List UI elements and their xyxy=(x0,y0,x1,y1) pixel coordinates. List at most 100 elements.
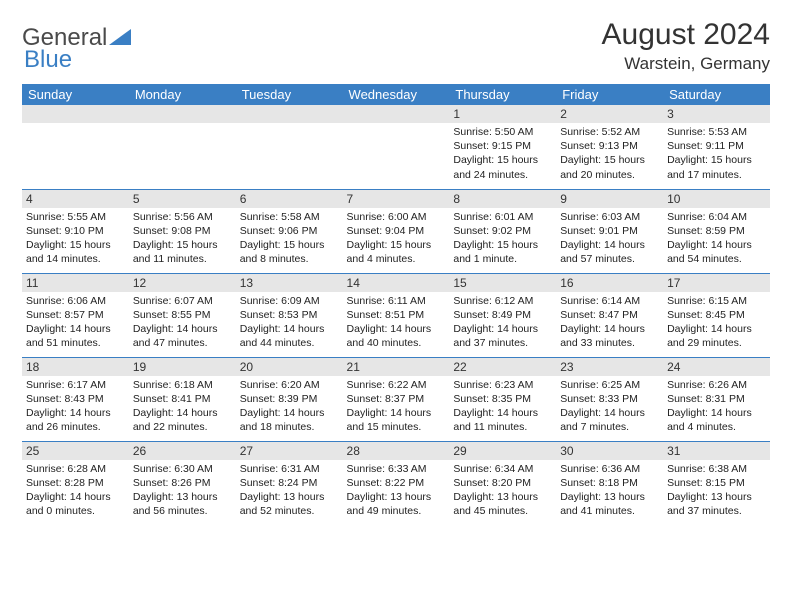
day-number: 8 xyxy=(449,190,556,208)
week-row: 18Sunrise: 6:17 AMSunset: 8:43 PMDayligh… xyxy=(22,357,770,441)
day-number xyxy=(129,105,236,123)
location-label: Warstein, Germany xyxy=(602,54,770,74)
day-cell: 12Sunrise: 6:07 AMSunset: 8:55 PMDayligh… xyxy=(129,273,236,357)
day-details: Sunrise: 6:14 AMSunset: 8:47 PMDaylight:… xyxy=(556,292,663,355)
day-number: 24 xyxy=(663,358,770,376)
day-details: Sunrise: 5:56 AMSunset: 9:08 PMDaylight:… xyxy=(129,208,236,271)
day-details xyxy=(236,123,343,129)
day-header: Sunday xyxy=(22,84,129,105)
day-details: Sunrise: 6:03 AMSunset: 9:01 PMDaylight:… xyxy=(556,208,663,271)
day-details xyxy=(22,123,129,129)
day-number: 5 xyxy=(129,190,236,208)
day-details: Sunrise: 5:55 AMSunset: 9:10 PMDaylight:… xyxy=(22,208,129,271)
day-cell: 27Sunrise: 6:31 AMSunset: 8:24 PMDayligh… xyxy=(236,441,343,525)
day-number: 22 xyxy=(449,358,556,376)
day-number: 3 xyxy=(663,105,770,123)
day-number: 30 xyxy=(556,442,663,460)
day-cell: 19Sunrise: 6:18 AMSunset: 8:41 PMDayligh… xyxy=(129,357,236,441)
day-details: Sunrise: 6:20 AMSunset: 8:39 PMDaylight:… xyxy=(236,376,343,439)
day-details: Sunrise: 6:01 AMSunset: 9:02 PMDaylight:… xyxy=(449,208,556,271)
day-number: 14 xyxy=(343,274,450,292)
day-details: Sunrise: 6:22 AMSunset: 8:37 PMDaylight:… xyxy=(343,376,450,439)
day-cell: 13Sunrise: 6:09 AMSunset: 8:53 PMDayligh… xyxy=(236,273,343,357)
day-cell: 9Sunrise: 6:03 AMSunset: 9:01 PMDaylight… xyxy=(556,189,663,273)
day-details: Sunrise: 5:58 AMSunset: 9:06 PMDaylight:… xyxy=(236,208,343,271)
day-number: 15 xyxy=(449,274,556,292)
day-number: 13 xyxy=(236,274,343,292)
day-header: Monday xyxy=(129,84,236,105)
day-number xyxy=(236,105,343,123)
day-details: Sunrise: 6:38 AMSunset: 8:15 PMDaylight:… xyxy=(663,460,770,523)
week-row: 11Sunrise: 6:06 AMSunset: 8:57 PMDayligh… xyxy=(22,273,770,357)
day-details: Sunrise: 6:18 AMSunset: 8:41 PMDaylight:… xyxy=(129,376,236,439)
day-details: Sunrise: 5:53 AMSunset: 9:11 PMDaylight:… xyxy=(663,123,770,186)
day-cell: 3Sunrise: 5:53 AMSunset: 9:11 PMDaylight… xyxy=(663,105,770,189)
day-cell: 17Sunrise: 6:15 AMSunset: 8:45 PMDayligh… xyxy=(663,273,770,357)
day-number: 26 xyxy=(129,442,236,460)
day-number: 18 xyxy=(22,358,129,376)
day-cell: 22Sunrise: 6:23 AMSunset: 8:35 PMDayligh… xyxy=(449,357,556,441)
day-cell: 7Sunrise: 6:00 AMSunset: 9:04 PMDaylight… xyxy=(343,189,450,273)
day-cell: 5Sunrise: 5:56 AMSunset: 9:08 PMDaylight… xyxy=(129,189,236,273)
week-row: 25Sunrise: 6:28 AMSunset: 8:28 PMDayligh… xyxy=(22,441,770,525)
day-details: Sunrise: 6:09 AMSunset: 8:53 PMDaylight:… xyxy=(236,292,343,355)
day-number: 1 xyxy=(449,105,556,123)
day-number: 29 xyxy=(449,442,556,460)
day-details: Sunrise: 6:23 AMSunset: 8:35 PMDaylight:… xyxy=(449,376,556,439)
day-details: Sunrise: 6:28 AMSunset: 8:28 PMDaylight:… xyxy=(22,460,129,523)
day-number xyxy=(343,105,450,123)
day-cell xyxy=(129,105,236,189)
day-cell: 29Sunrise: 6:34 AMSunset: 8:20 PMDayligh… xyxy=(449,441,556,525)
month-title: August 2024 xyxy=(602,18,770,52)
day-cell: 14Sunrise: 6:11 AMSunset: 8:51 PMDayligh… xyxy=(343,273,450,357)
day-number: 20 xyxy=(236,358,343,376)
day-details: Sunrise: 6:34 AMSunset: 8:20 PMDaylight:… xyxy=(449,460,556,523)
day-header: Tuesday xyxy=(236,84,343,105)
day-details: Sunrise: 6:30 AMSunset: 8:26 PMDaylight:… xyxy=(129,460,236,523)
day-cell: 6Sunrise: 5:58 AMSunset: 9:06 PMDaylight… xyxy=(236,189,343,273)
day-cell: 31Sunrise: 6:38 AMSunset: 8:15 PMDayligh… xyxy=(663,441,770,525)
day-number: 23 xyxy=(556,358,663,376)
day-number: 9 xyxy=(556,190,663,208)
day-number: 2 xyxy=(556,105,663,123)
day-cell: 24Sunrise: 6:26 AMSunset: 8:31 PMDayligh… xyxy=(663,357,770,441)
day-header-row: Sunday Monday Tuesday Wednesday Thursday… xyxy=(22,84,770,105)
logo-text-blue: Blue xyxy=(24,46,72,73)
day-details: Sunrise: 6:15 AMSunset: 8:45 PMDaylight:… xyxy=(663,292,770,355)
day-details: Sunrise: 6:33 AMSunset: 8:22 PMDaylight:… xyxy=(343,460,450,523)
day-header: Saturday xyxy=(663,84,770,105)
day-details: Sunrise: 6:11 AMSunset: 8:51 PMDaylight:… xyxy=(343,292,450,355)
day-number: 17 xyxy=(663,274,770,292)
day-details: Sunrise: 6:06 AMSunset: 8:57 PMDaylight:… xyxy=(22,292,129,355)
day-cell: 20Sunrise: 6:20 AMSunset: 8:39 PMDayligh… xyxy=(236,357,343,441)
day-cell xyxy=(236,105,343,189)
day-number: 27 xyxy=(236,442,343,460)
week-row: 4Sunrise: 5:55 AMSunset: 9:10 PMDaylight… xyxy=(22,189,770,273)
day-details: Sunrise: 6:00 AMSunset: 9:04 PMDaylight:… xyxy=(343,208,450,271)
day-cell: 26Sunrise: 6:30 AMSunset: 8:26 PMDayligh… xyxy=(129,441,236,525)
day-details: Sunrise: 6:17 AMSunset: 8:43 PMDaylight:… xyxy=(22,376,129,439)
day-number: 10 xyxy=(663,190,770,208)
day-details: Sunrise: 6:07 AMSunset: 8:55 PMDaylight:… xyxy=(129,292,236,355)
day-cell: 2Sunrise: 5:52 AMSunset: 9:13 PMDaylight… xyxy=(556,105,663,189)
day-cell: 8Sunrise: 6:01 AMSunset: 9:02 PMDaylight… xyxy=(449,189,556,273)
day-number: 7 xyxy=(343,190,450,208)
day-details: Sunrise: 5:50 AMSunset: 9:15 PMDaylight:… xyxy=(449,123,556,186)
day-cell: 28Sunrise: 6:33 AMSunset: 8:22 PMDayligh… xyxy=(343,441,450,525)
day-cell: 11Sunrise: 6:06 AMSunset: 8:57 PMDayligh… xyxy=(22,273,129,357)
day-number: 21 xyxy=(343,358,450,376)
day-cell xyxy=(343,105,450,189)
day-cell: 4Sunrise: 5:55 AMSunset: 9:10 PMDaylight… xyxy=(22,189,129,273)
day-header: Wednesday xyxy=(343,84,450,105)
day-details: Sunrise: 5:52 AMSunset: 9:13 PMDaylight:… xyxy=(556,123,663,186)
day-cell: 30Sunrise: 6:36 AMSunset: 8:18 PMDayligh… xyxy=(556,441,663,525)
title-block: August 2024 Warstein, Germany xyxy=(602,18,770,74)
day-number: 19 xyxy=(129,358,236,376)
week-row: 1Sunrise: 5:50 AMSunset: 9:15 PMDaylight… xyxy=(22,105,770,189)
day-details: Sunrise: 6:36 AMSunset: 8:18 PMDaylight:… xyxy=(556,460,663,523)
day-number: 11 xyxy=(22,274,129,292)
day-number: 28 xyxy=(343,442,450,460)
day-number: 25 xyxy=(22,442,129,460)
calendar-page: General August 2024 Warstein, Germany Bl… xyxy=(0,0,792,535)
day-cell: 10Sunrise: 6:04 AMSunset: 8:59 PMDayligh… xyxy=(663,189,770,273)
